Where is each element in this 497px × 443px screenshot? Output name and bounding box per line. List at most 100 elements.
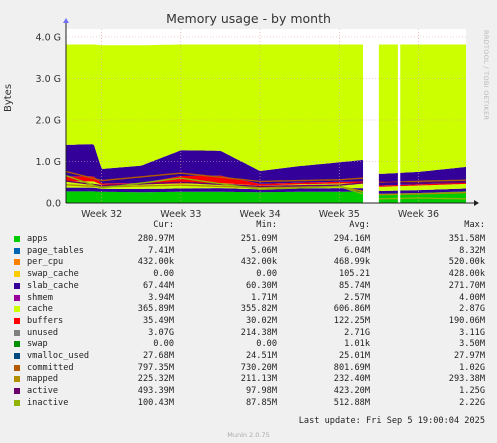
legend-cur-value: 35.49M [142,315,174,326]
legend-cur-value: 3.07G [148,327,174,338]
legend-avg-value: 25.01M [338,351,370,361]
legend-cur-value: 493.39M [137,386,174,397]
legend-max-value: 2.22G [459,397,485,408]
legend-cur-value: 100.43M [137,397,174,408]
legend-row: swap_cache 0.00 0.00 105.21 428.00k [0,269,497,280]
legend-max-value: 351.58M [448,234,485,244]
legend-swatch [14,341,20,348]
area-unused [66,44,466,174]
legend-swatch [14,259,20,266]
legend-series-name: vmalloc_used [27,351,90,361]
legend-series-name: shmem [27,292,53,303]
legend-swatch [14,353,20,359]
header-max: Max: [464,220,485,230]
rrdtool-credit: RRDTOOL / TOBI OETIKER [482,30,490,121]
y-tick-label: 1.0 G [36,157,62,168]
legend-avg-value: 512.88M [333,397,370,408]
legend-max-value: 293.38M [448,374,485,385]
legend-avg-value: 6.04M [344,245,370,256]
legend-cur-value: 280.97M [137,234,174,244]
legend-series-name: per_cpu [27,257,64,268]
legend-min-value: 0.00 [256,339,277,350]
legend-series-name: mapped [27,374,59,385]
legend-series-name: cache [27,304,53,315]
legend-min-value: 87.85M [245,397,277,408]
legend-cur-value: 365.89M [137,304,174,315]
legend-avg-value: 468.99k [333,257,370,268]
last-update: Last update: Fri Sep 5 19:00:04 2025 [298,416,485,426]
legend-min-value: 1.71M [251,292,277,303]
page-title: Memory usage - by month [166,11,331,26]
munin-version: Munin 2.0.75 [227,431,270,439]
legend-cur-value: 0.00 [153,269,174,280]
x-tick-label: Week 32 [81,209,122,220]
legend-series-name: unused [27,327,59,338]
x-tick-label: Week 35 [319,209,360,220]
legend-row: swap 0.00 0.00 1.01k 3.50M [0,339,497,350]
x-tick-label: Week 36 [398,209,439,220]
legend-avg-value: 2.71G [344,327,370,338]
legend-cur-value: 67.44M [142,280,174,291]
y-tick-label: 2.0 G [36,116,62,127]
legend-max-value: 520.00k [448,257,485,268]
legend-swatch [14,271,20,278]
legend-swatch [14,294,20,301]
header-min: Min: [256,220,277,230]
legend-max-value: 3.50M [459,339,485,350]
legend-min-value: 0.00 [256,269,277,280]
legend-avg-value: 85.74M [338,280,370,291]
legend-series-name: buffers [27,315,64,326]
legend-row: mapped 225.32M 211.13M 232.40M 293.38M [0,374,497,385]
legend-row: slab_cache 67.44M 60.30M 85.74M 271.70M [0,281,497,292]
legend-cur-value: 432.00k [137,257,174,268]
legend-swatch [14,388,20,395]
legend-swatch [14,306,20,313]
legend-max-value: 190.06M [448,315,485,326]
legend-swatch [14,236,20,242]
legend-row: per_cpu 432.00k 432.00k 468.99k 520.00k [0,257,497,268]
legend-row: vmalloc_used 27.68M 24.51M 25.01M 27.97M [0,351,497,362]
legend-min-value: 97.98M [245,386,277,397]
legend-min-value: 214.38M [240,327,277,338]
legend-max-value: 4.00M [459,292,485,303]
legend-series-name: slab_cache [27,280,79,291]
legend-cur-value: 225.32M [137,374,174,385]
legend-max-value: 3.11G [459,327,485,338]
legend-min-value: 60.30M [245,280,277,291]
legend-row: unused 3.07G 214.38M 2.71G 3.11G [0,328,497,339]
legend-avg-value: 122.25M [333,315,370,326]
legend-min-value: 5.06M [251,245,277,256]
legend-min-value: 251.09M [240,234,277,244]
legend-min-value: 24.51M [245,351,277,361]
legend-max-value: 2.87G [459,304,485,315]
legend-min-value: 355.82M [240,304,277,315]
legend-cur-value: 797.35M [137,362,174,373]
y-axis-arrow [63,18,69,23]
x-tick-label: Week 33 [160,209,201,220]
legend-swatch [14,376,20,383]
legend-swatch [14,282,20,289]
legend-avg-value: 423.20M [333,386,370,397]
legend-series-name: inactive [27,397,69,408]
data-gap [397,29,401,203]
legend-avg-value: 294.16M [333,234,370,244]
legend-min-value: 432.00k [240,257,277,268]
legend-swatch [14,317,20,324]
x-tick-label: Week 34 [239,209,280,220]
legend-swatch [14,247,20,254]
legend-swatch [14,399,20,406]
legend-max-value: 1.02G [459,362,485,373]
legend-cur-value: 7.41M [148,245,174,256]
legend-avg-value: 105.21 [338,269,370,280]
legend-cur-value: 27.68M [142,351,174,361]
legend-max-value: 8.32M [459,245,485,256]
legend-avg-value: 2.57M [344,292,370,303]
legend-series-name: committed [27,362,74,373]
y-tick-label: 4.0 G [36,33,62,44]
legend-cur-value: 3.94M [148,292,174,303]
legend-row: page_tables 7.41M 5.06M 6.04M 8.32M [0,246,497,257]
memory-area-chart: 0.0 1.0 G 2.0 G 3.0 G 4.0 G Week 32 Week 33 Wee… [36,18,479,220]
legend-row: committed 797.35M 730.20M 801.69M 1.02G [0,363,497,374]
legend-max-value: 428.00k [448,269,485,280]
legend-cur-value: 0.00 [153,339,174,350]
